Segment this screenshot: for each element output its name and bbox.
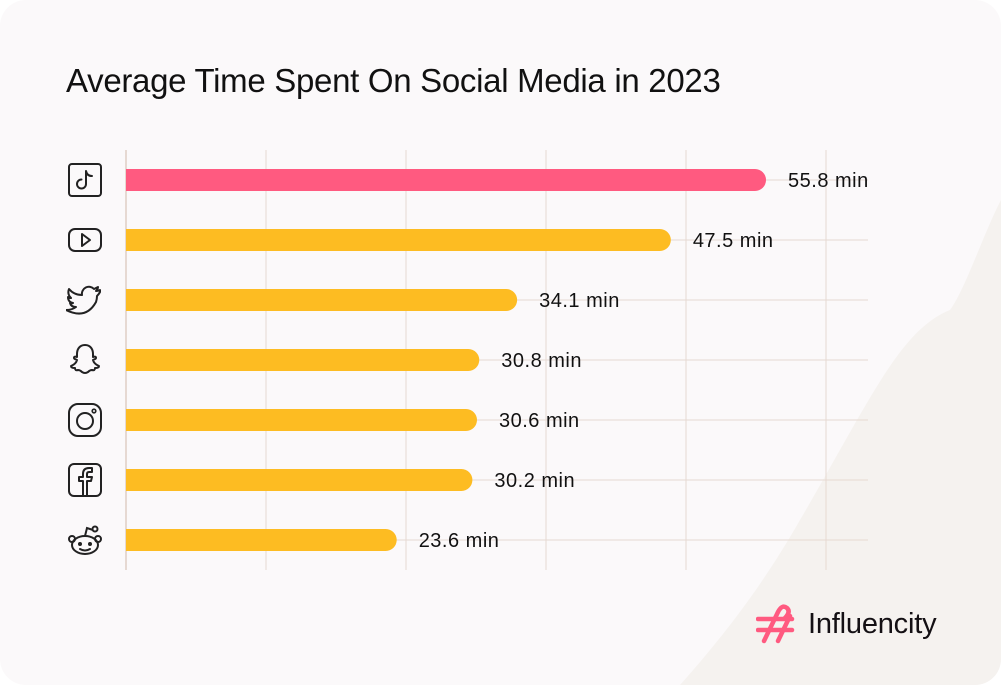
bar-youtube — [126, 229, 671, 251]
value-label: 55.8 min — [788, 170, 869, 192]
bar-instagram — [126, 409, 477, 431]
bar-snapchat — [126, 349, 480, 371]
twitter-icon — [65, 281, 104, 319]
snapchat-icon — [66, 341, 104, 379]
reddit-icon — [66, 521, 104, 559]
instagram-icon — [66, 401, 104, 439]
facebook-icon — [66, 461, 104, 499]
bar-tiktok — [126, 169, 767, 191]
value-label: 30.8 min — [501, 350, 582, 372]
tiktok-icon — [66, 161, 104, 199]
value-label: 47.5 min — [693, 230, 774, 252]
bar-twitter — [126, 289, 518, 311]
bar-facebook — [126, 469, 473, 491]
hashtag-logo-icon — [756, 604, 795, 644]
brand-logo: Influencity — [756, 604, 937, 644]
brand-name: Influencity — [808, 607, 937, 640]
chart-title: Average Time Spent On Social Media in 20… — [66, 62, 721, 99]
value-label: 34.1 min — [539, 290, 620, 312]
value-label: 23.6 min — [419, 530, 500, 552]
youtube-icon — [66, 221, 104, 259]
value-label: 30.2 min — [494, 470, 575, 492]
value-label: 30.6 min — [499, 410, 580, 432]
bar-reddit — [126, 529, 397, 551]
